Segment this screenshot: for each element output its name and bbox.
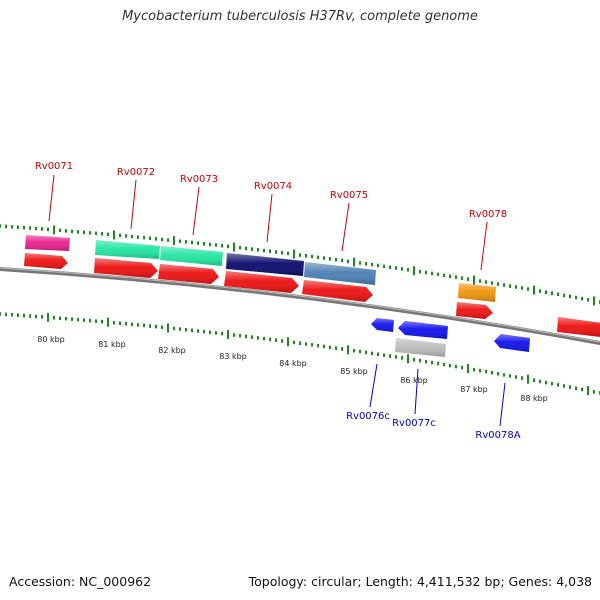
label-text-rv0073: Rv0073 [180,174,218,185]
scale-label: 88 kbp [520,394,548,403]
label-rv0076c[interactable]: Rv0076c [346,363,390,422]
label-text-rv0071: Rv0071 [35,161,73,172]
cds-arrow-rv0071[interactable] [24,253,68,269]
label-text-rv0074: Rv0074 [254,181,292,192]
scale-label: 87 kbp [460,385,488,394]
cds-arrow-rv0075[interactable] [302,280,373,302]
label-rv0073[interactable]: Rv0073 [180,174,218,236]
scale-label: 85 kbp [340,367,368,376]
cds-arrow-rv0074[interactable] [224,271,299,293]
genome-backbone [0,267,600,345]
cds-arrow-rv0078[interactable] [456,302,493,319]
feature-rv0072[interactable] [95,240,160,259]
cds-arrow-edge[interactable] [557,317,600,337]
label-rv0078[interactable]: Rv0078 [469,209,507,271]
genome-backbone-highlight [0,267,600,343]
feature-rv0074[interactable] [226,253,304,276]
label-text-rv0072: Rv0072 [117,167,155,178]
label-text-rv0076c: Rv0076c [346,411,390,422]
topology-text: Topology: circular; Length: 4,411,532 bp… [248,574,592,589]
feature-rv0077c[interactable] [395,338,446,357]
map-title: Mycobacterium tuberculosis H37Rv, comple… [122,9,478,24]
scale-label: 84 kbp [279,359,307,368]
scale-label: 81 kbp [98,340,126,349]
accession-text: Accession: NC_000962 [9,574,152,589]
scale-label: 80 kbp [37,335,65,344]
feature-rv0073[interactable] [160,246,223,266]
feature-rv0075[interactable] [304,262,376,285]
cds-arrow-rv0077c[interactable] [398,321,448,339]
label-text-rv0078a: Rv0078A [475,430,520,441]
cds-arrow-rv0076c[interactable] [371,318,394,332]
scale-label: 83 kbp [219,352,247,361]
outer-tick-ring [0,224,600,306]
scale-label: 82 kbp [158,346,186,355]
label-rv0075[interactable]: Rv0075 [330,190,368,252]
label-text-rv0075: Rv0075 [330,190,368,201]
cds-arrow-rv0073[interactable] [158,264,219,284]
scale-label: 86 kbp [400,376,428,385]
label-text-rv0078: Rv0078 [469,209,507,220]
label-rv0078a[interactable]: Rv0078A [475,382,521,441]
label-text-rv0077c: Rv0077c [392,418,436,429]
label-rv0071[interactable]: Rv0071 [35,161,73,222]
label-rv0077c[interactable]: Rv0077c [392,368,436,429]
label-rv0072[interactable]: Rv0072 [117,167,155,230]
label-rv0074[interactable]: Rv0074 [254,181,292,243]
scale-labels: 80 kbp 81 kbp 82 kbp 83 kbp 84 kbp 85 kbp 86 k… [37,335,548,403]
cds-arrow-rv0078a[interactable] [494,334,530,352]
feature-rv0078[interactable] [458,283,496,302]
feature-rv0071[interactable] [25,235,70,251]
inner-tick-ring [0,312,600,396]
cds-arrow-rv0072[interactable] [94,258,158,278]
